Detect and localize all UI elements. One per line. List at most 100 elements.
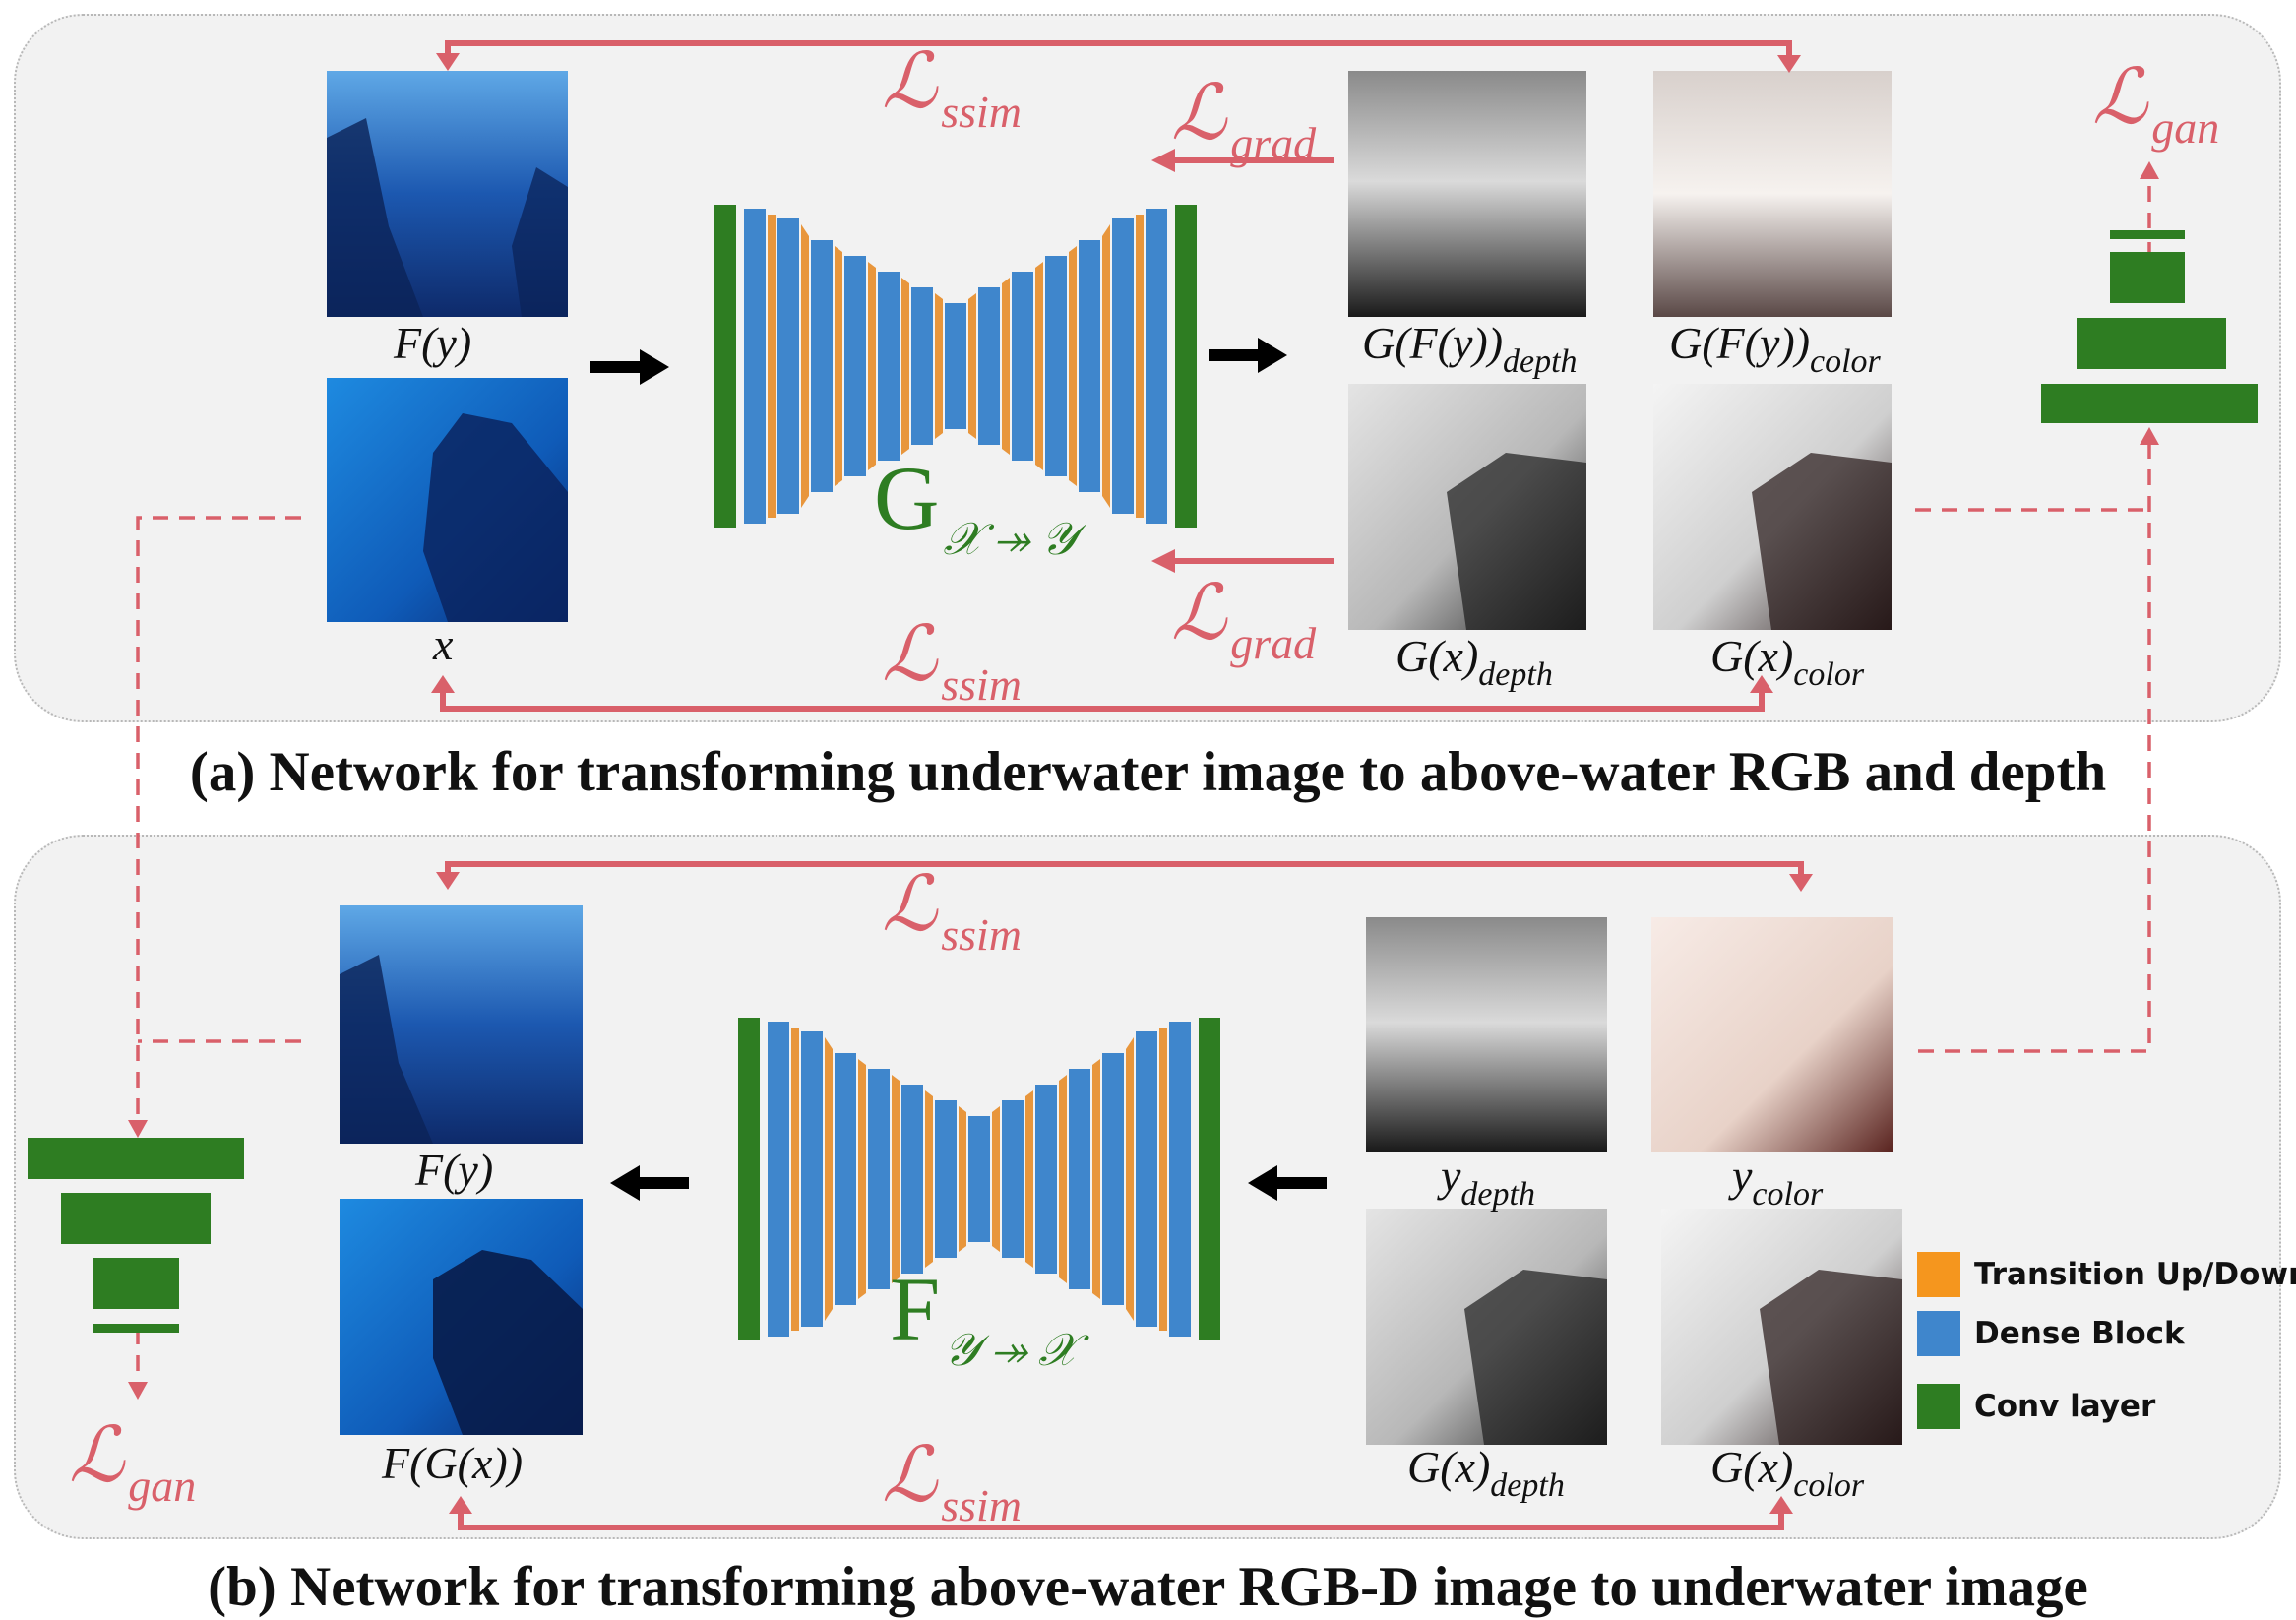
legend-label: Dense Block xyxy=(1974,1316,2185,1351)
network-f-dense-block-enc-1 xyxy=(768,1022,789,1337)
color-image-gfy-a xyxy=(1653,71,1892,317)
network-f-transition-down-2 xyxy=(825,1037,833,1321)
network-f-dense-block-dec-3 xyxy=(1069,1069,1090,1289)
network-g-dense-block-enc-6 xyxy=(911,287,933,445)
network-f-transition-down-3 xyxy=(858,1059,866,1299)
network-g-transition-down-3 xyxy=(835,246,842,486)
network-f-conv-left xyxy=(738,1018,760,1340)
ssim-arrowhead-bottom-a-right xyxy=(1750,675,1773,693)
label-gx-depth-a: G(x)depth xyxy=(1396,634,1553,692)
ssim-arrowhead-top-b-left xyxy=(436,872,460,890)
network-f-dense-block-dec-2 xyxy=(1035,1085,1057,1274)
disc-b-layer-2 xyxy=(61,1193,211,1244)
loss-gan-b-sub: gan xyxy=(128,1461,197,1511)
network-g-transition-down-1 xyxy=(768,215,776,518)
label-gx-depth-a-sub: depth xyxy=(1478,656,1553,693)
backward-arrow-input-b xyxy=(1248,1165,1327,1201)
gan-arrowhead-d-b-out xyxy=(128,1382,148,1400)
shipwreck-shape-x-a xyxy=(423,413,568,622)
ssim-arrowhead-bottom-b-right xyxy=(1769,1496,1793,1514)
network-f-dense-block-dec-4 xyxy=(1102,1053,1124,1305)
network-g-transition-up-1 xyxy=(968,293,976,439)
label-gx-color-b-base: G(x) xyxy=(1710,1442,1794,1492)
loss-ssim-bottom-a-sub: ssim xyxy=(941,659,1022,710)
network-f-transition-up-4 xyxy=(1092,1059,1100,1299)
ssim-arrowhead-top-a-left xyxy=(436,53,460,71)
network-f-dense-block-enc-2 xyxy=(801,1031,823,1327)
label-gx-depth-b-sub: depth xyxy=(1490,1467,1565,1504)
label-y-color-b-sub: color xyxy=(1752,1176,1824,1213)
network-g-dense-block-enc-4 xyxy=(844,256,866,476)
ssim-loss-arrow-bottom-b xyxy=(458,1510,1784,1530)
loss-symbol: ℒ xyxy=(2092,53,2148,142)
loss-symbol: ℒ xyxy=(1171,569,1227,657)
loss-ssim-top-a: ℒssim xyxy=(882,43,1022,135)
network-g-dense-block-dec-6 xyxy=(1146,209,1167,524)
network-g-dense-block-enc-7 xyxy=(945,303,966,429)
network-f-symbol: F xyxy=(890,1259,941,1359)
ship-depth-shape-a xyxy=(1447,453,1586,630)
network-g-dense-block-enc-1 xyxy=(744,209,766,524)
loss-grad-bottom-a-sub: grad xyxy=(1230,618,1317,668)
rock-shape-fy-b xyxy=(340,955,433,1144)
network-g-transition-up-3 xyxy=(1035,262,1043,470)
legend-label: Conv layer xyxy=(1974,1389,2156,1424)
network-f-transition-up-5 xyxy=(1126,1037,1134,1321)
ssim-arrowhead-top-b-right xyxy=(1789,874,1813,892)
label-gx-color-a-base: G(x) xyxy=(1710,631,1794,681)
network-g-transition-down-4 xyxy=(868,262,876,470)
forward-arrow-input-a xyxy=(590,349,669,385)
disc-a-layer-1 xyxy=(2110,230,2185,239)
shipwreck-shape-fgx-b xyxy=(433,1250,583,1435)
caption-panel-a: (a) Network for transforming underwater … xyxy=(189,741,2107,803)
legend-swatch xyxy=(1917,1252,1960,1297)
loss-symbol: ℒ xyxy=(882,860,938,949)
network-g-dense-block-dec-4 xyxy=(1079,240,1100,492)
rock-shape-fy-a xyxy=(327,118,423,317)
loss-gan-a: ℒgan xyxy=(2092,59,2219,151)
gan-arrowhead-d-a-in xyxy=(2140,427,2159,445)
network-g-conv-left xyxy=(714,205,736,528)
legend-swatch xyxy=(1917,1311,1960,1356)
ssim-loss-arrow-top-a xyxy=(445,40,1792,65)
network-g-dense-block-enc-5 xyxy=(878,272,900,461)
label-y-color-b: ycolor xyxy=(1732,1153,1823,1212)
network-g-transition-down-2 xyxy=(801,224,809,508)
ship-color-shape-a xyxy=(1752,453,1892,630)
network-f-architecture xyxy=(738,1018,1220,1340)
caption-panel-b: (b) Network for transforming above-water… xyxy=(208,1556,2088,1618)
grad-arrowhead-bottom-a xyxy=(1151,549,1175,573)
label-gx-color-a-sub: color xyxy=(1793,656,1865,693)
network-g-transition-down-6 xyxy=(935,293,943,439)
network-g-subscript: 𝒳 ↠ 𝒴 xyxy=(943,514,1077,564)
label-fgx-b: F(G(x)) xyxy=(382,1441,523,1486)
label-gx-depth-b: G(x)depth xyxy=(1407,1445,1565,1503)
network-f-transition-down-6 xyxy=(959,1106,966,1252)
grad-arrowhead-top-a xyxy=(1151,149,1175,172)
network-f-transition-down-5 xyxy=(925,1090,933,1268)
label-gfy-color-a-sub: color xyxy=(1810,343,1881,380)
network-g-conv-right xyxy=(1175,205,1197,528)
network-g-dense-block-dec-5 xyxy=(1112,218,1134,514)
label-y-color-b-base: y xyxy=(1732,1151,1753,1201)
loss-symbol: ℒ xyxy=(882,37,938,126)
label-y-depth-b: ydepth xyxy=(1441,1153,1535,1212)
network-f-conv-right xyxy=(1199,1018,1220,1340)
ship-color-shape-b xyxy=(1760,1270,1902,1445)
loss-grad-bottom-a: ℒgrad xyxy=(1171,575,1316,666)
label-fy-b: F(y) xyxy=(415,1148,493,1193)
legend-item: Transition Up/Down xyxy=(1917,1252,2296,1297)
network-g-dense-block-dec-3 xyxy=(1045,256,1067,476)
backward-arrow-output-b xyxy=(610,1165,689,1201)
label-gfy-depth-a-sub: depth xyxy=(1503,343,1578,380)
disc-a-layer-3 xyxy=(2077,318,2226,369)
network-f-dense-block-dec-5 xyxy=(1136,1031,1157,1327)
label-gfy-depth-a-base: G(F(y)) xyxy=(1362,318,1504,368)
ssim-arrowhead-bottom-a-left xyxy=(431,675,455,693)
network-f-dense-block-enc-3 xyxy=(835,1053,856,1305)
network-g-transition-down-5 xyxy=(901,278,909,455)
loss-ssim-top-b: ℒssim xyxy=(882,866,1022,958)
label-gx-color-b: G(x)color xyxy=(1710,1445,1864,1503)
network-f-transition-up-6 xyxy=(1159,1028,1167,1331)
loss-gan-b: ℒgan xyxy=(69,1417,196,1509)
